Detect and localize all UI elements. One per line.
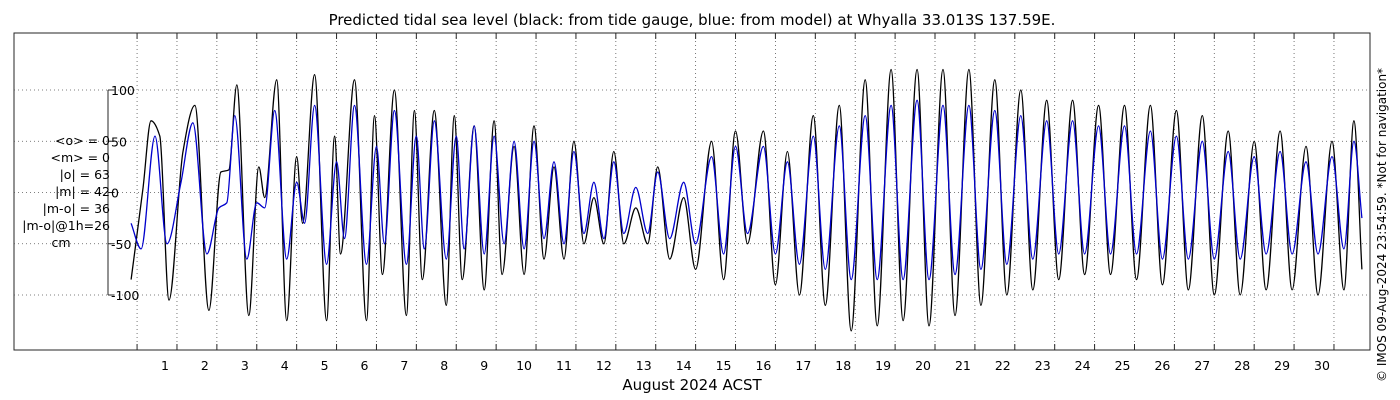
plot-frame [13, 32, 1371, 351]
copyright-credit: © IMOS 09-Aug-2024 23:54:59. *Not for na… [1375, 67, 1389, 382]
x-tick-label: 17 [795, 358, 811, 373]
x-tick-label: 15 [716, 358, 732, 373]
x-tick-label: 6 [361, 358, 369, 373]
stat-unit: cm [51, 235, 71, 250]
x-tick-label: 10 [516, 358, 532, 373]
y-tick-label: -100 [111, 288, 139, 303]
x-tick-label: 2 [201, 358, 209, 373]
x-tick-label: 4 [281, 358, 289, 373]
stat-abs-difference: |m-o| = 36 [42, 201, 110, 216]
grid-lines [14, 33, 1370, 350]
chart-title: Predicted tidal sea level (black: from t… [329, 11, 1056, 29]
y-tick-label: 100 [111, 83, 135, 98]
y-tick-label: 0 [111, 186, 119, 201]
x-tick-label: 22 [995, 358, 1011, 373]
x-axis-label: August 2024 ACST [622, 376, 762, 394]
stat-abs-observed: |o| = 63 [59, 167, 110, 182]
x-tick-label: 11 [556, 358, 572, 373]
x-tick-label: 8 [440, 358, 448, 373]
x-tick-label: 20 [915, 358, 931, 373]
x-tick-label: 9 [480, 358, 488, 373]
statistics-panel: <o> = 0 <m> = 0 |o| = 63 |m| = 42 |m-o| … [2, 132, 110, 251]
x-tick-label: 1 [161, 358, 169, 373]
y-tick-label: 50 [111, 134, 127, 149]
x-tick-label: 12 [596, 358, 612, 373]
x-tick-label: 30 [1314, 358, 1330, 373]
series-line-model [130, 99, 1363, 281]
x-tick-label: 7 [400, 358, 408, 373]
stat-abs-model: |m| = 42 [55, 184, 110, 199]
x-tick-label: 26 [1154, 358, 1170, 373]
x-tick-label: 14 [676, 358, 692, 373]
x-tick-label: 3 [241, 358, 249, 373]
x-tick-label: 19 [875, 358, 891, 373]
x-tick-label: 28 [1234, 358, 1250, 373]
stat-abs-difference-1h: |m-o|@1h=26 [22, 218, 110, 233]
y-tick-label: -50 [111, 237, 131, 252]
x-axis: 1 2 3 4 5 6 7 8 9 10 11 12 13 14 15 16 17 18 19 20 21 22 23 24 2… [136, 33, 1335, 373]
x-tick-label: 5 [321, 358, 329, 373]
stat-mean-observed: <o> = 0 [55, 133, 110, 148]
x-tick-label: 25 [1115, 358, 1131, 373]
x-tick-label: 21 [955, 358, 971, 373]
stat-mean-model: <m> = 0 [50, 150, 111, 165]
x-tick-label: 29 [1274, 358, 1290, 373]
x-tick-label: 23 [1035, 358, 1051, 373]
y-axis: 100 50 0 -50 -100 [108, 83, 139, 303]
x-tick-label: 16 [755, 358, 771, 373]
x-tick-label: 27 [1194, 358, 1210, 373]
x-tick-label: 13 [636, 358, 652, 373]
x-tick-label: 24 [1075, 358, 1091, 373]
series-lines [130, 68, 1363, 332]
x-tick-label: 18 [835, 358, 851, 373]
